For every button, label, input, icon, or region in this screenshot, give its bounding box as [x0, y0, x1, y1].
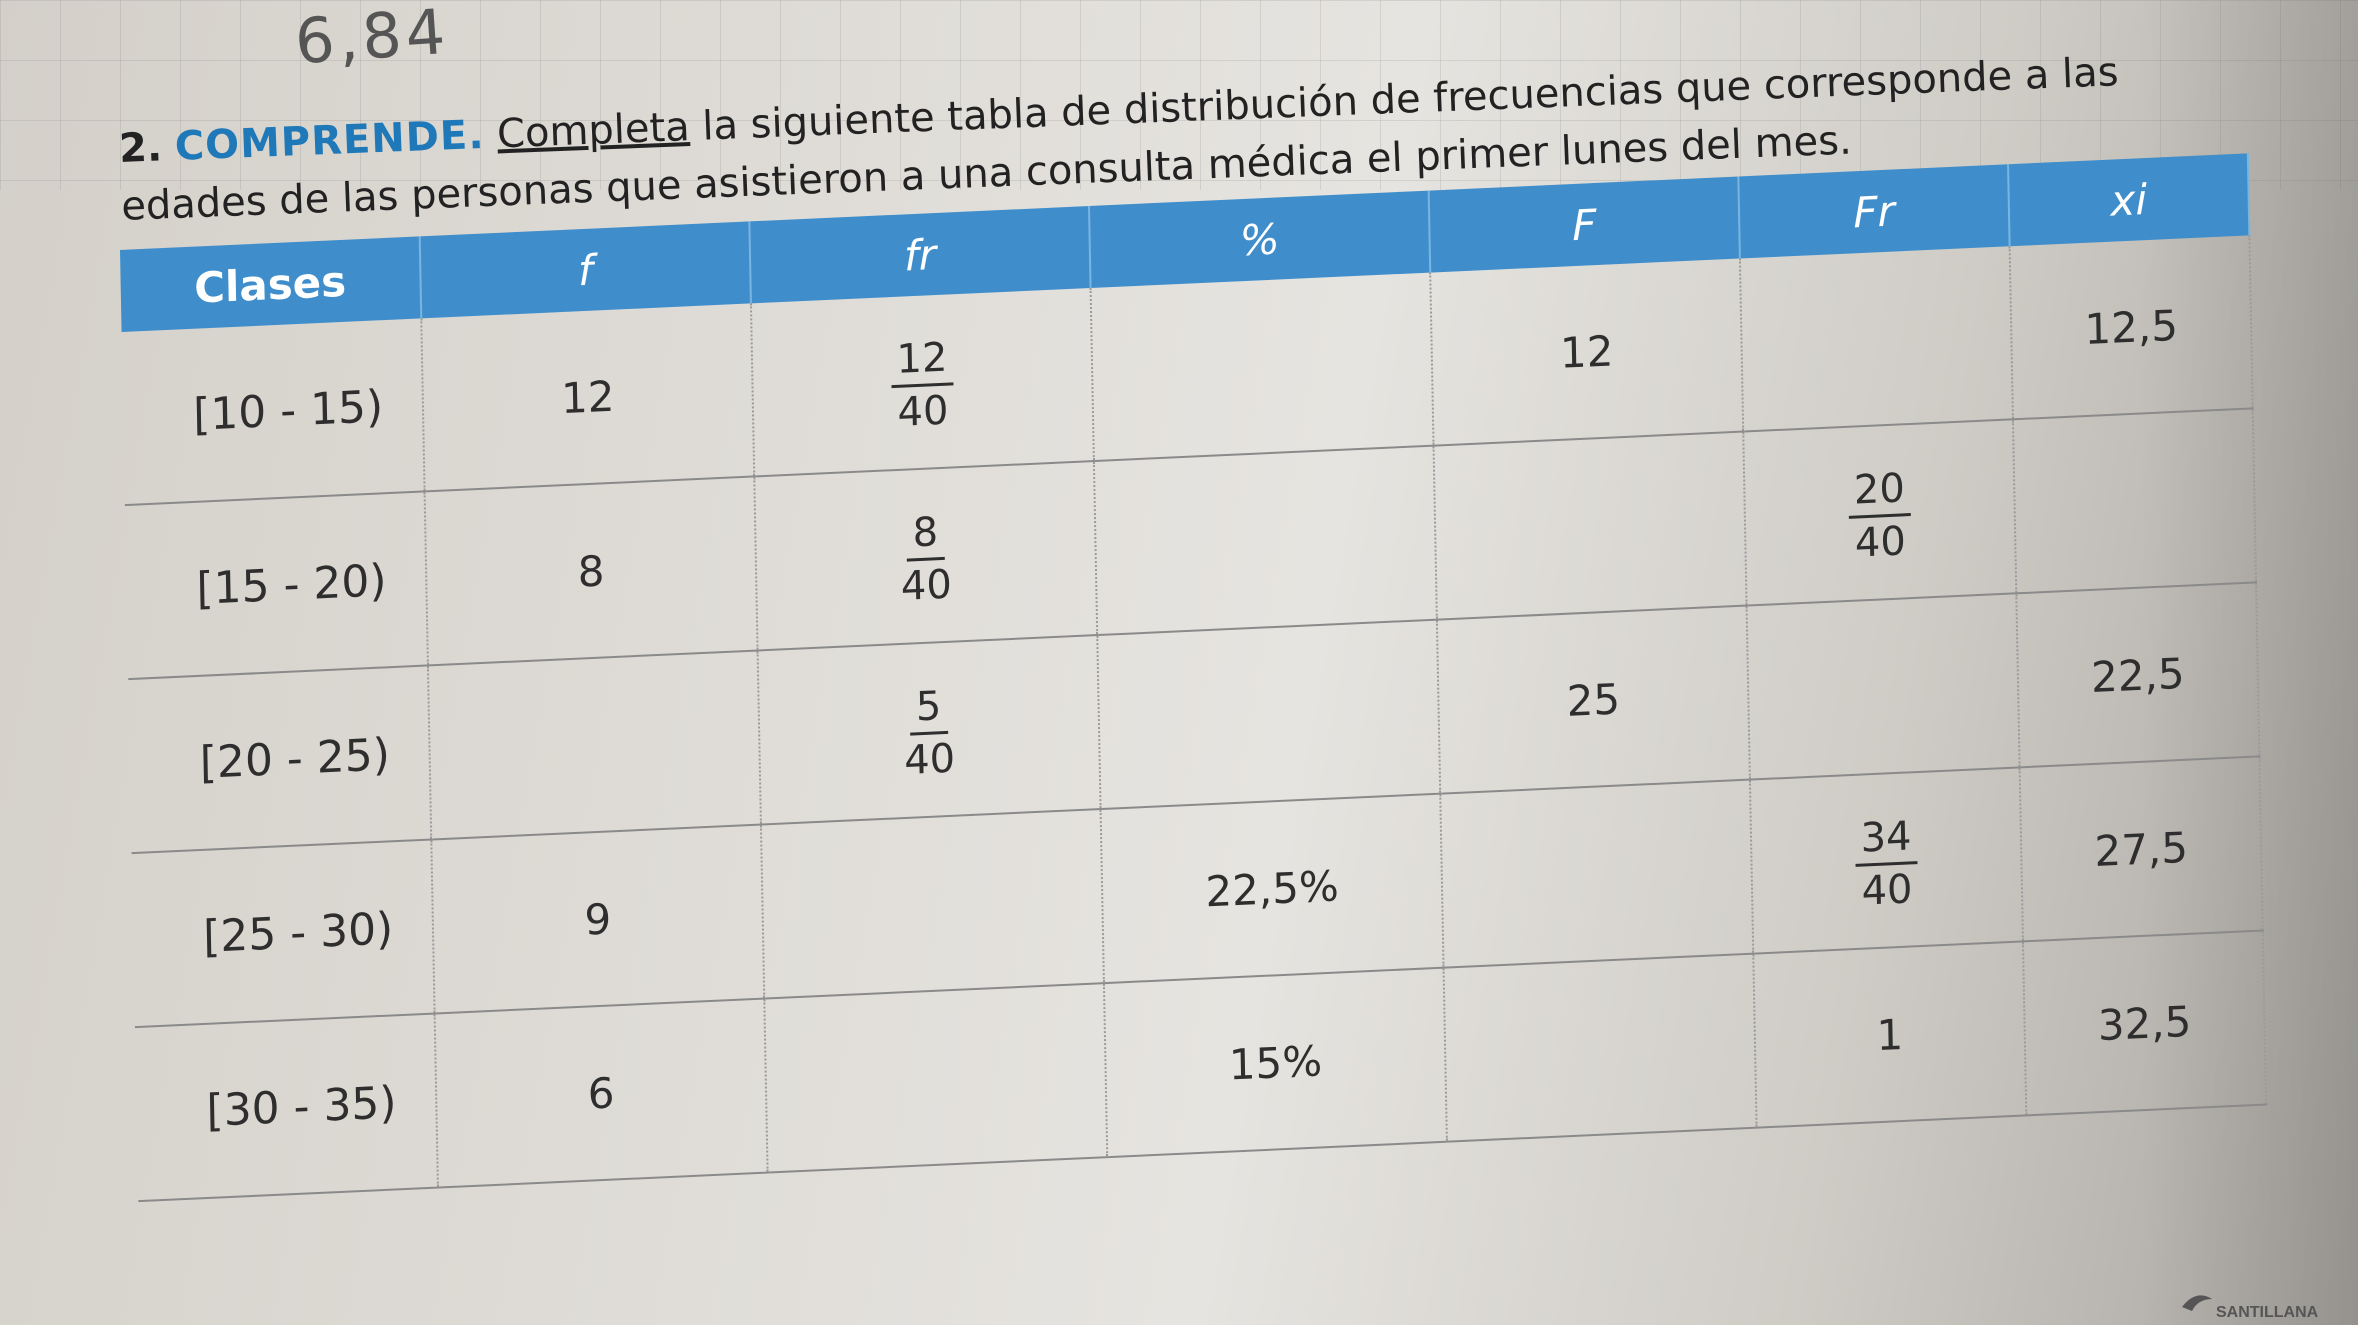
cell-f[interactable]: 9 [431, 824, 765, 1014]
fraction-denominator: 40 [1854, 517, 1907, 567]
cell-xi[interactable]: 22,5 [2016, 582, 2260, 768]
cell-fr[interactable] [764, 983, 1108, 1173]
fraction: 12 40 [890, 334, 955, 436]
cell-clase[interactable]: [25 - 30) [131, 839, 435, 1028]
cell-clase[interactable]: [20 - 25) [128, 665, 432, 854]
fraction-denominator: 40 [897, 387, 949, 436]
fraction-denominator: 40 [1861, 865, 1913, 915]
header-f: f [419, 221, 751, 319]
cell-fr[interactable]: 12 40 [750, 288, 1094, 477]
fraction: 8 40 [899, 509, 953, 610]
cell-F[interactable] [1440, 779, 1754, 968]
fraction-denominator: 40 [900, 561, 953, 610]
cell-F[interactable] [1433, 431, 1747, 620]
header-percent: % [1089, 190, 1431, 289]
cell-Fr[interactable]: 1 [1753, 941, 2027, 1128]
cell-F[interactable] [1443, 953, 1757, 1142]
cell-percent[interactable]: 15% [1103, 967, 1447, 1158]
cell-percent[interactable] [1090, 272, 1434, 462]
cell-clase[interactable]: [10 - 15) [121, 318, 425, 506]
cell-Fr[interactable] [1739, 246, 2013, 432]
header-clases: Clases [120, 236, 422, 333]
handwritten-note: 6,84 [292, 0, 452, 79]
cell-xi[interactable] [2012, 408, 2257, 594]
question-number: 2. [118, 124, 163, 172]
cell-percent[interactable] [1093, 445, 1437, 636]
fraction-numerator: 8 [906, 509, 945, 562]
fraction-numerator: 5 [909, 683, 948, 736]
cell-F[interactable]: 25 [1436, 605, 1750, 794]
cell-f[interactable]: 8 [424, 476, 758, 666]
cell-percent[interactable]: 22,5% [1100, 793, 1444, 984]
fraction: 34 40 [1854, 813, 1919, 915]
cell-clase[interactable]: [15 - 20) [124, 491, 428, 680]
header-fr: fr [749, 205, 1091, 304]
cell-xi[interactable]: 12,5 [2009, 235, 2253, 420]
fraction: 5 40 [903, 683, 956, 784]
cell-Fr[interactable]: 34 40 [1749, 767, 2023, 954]
cell-xi[interactable]: 32,5 [2022, 930, 2267, 1116]
frequency-table-container: Clases f fr % F Fr xi [10 - 15) 12 12 40 12 1… [120, 153, 2267, 1202]
cell-Fr[interactable] [1746, 593, 2020, 780]
cell-clase[interactable]: [30 - 35) [134, 1013, 438, 1202]
question-verb: Completa [496, 104, 691, 158]
cell-f[interactable]: 6 [434, 998, 768, 1188]
cell-f[interactable] [427, 650, 761, 840]
logo-text: SANTILLANA [2216, 1304, 2319, 1321]
cell-percent[interactable] [1097, 619, 1441, 810]
fraction: 20 40 [1847, 465, 1913, 567]
cell-fr[interactable]: 8 40 [754, 461, 1098, 651]
frequency-table: Clases f fr % F Fr xi [10 - 15) 12 12 40 12 1… [120, 153, 2267, 1202]
cell-fr[interactable]: 5 40 [757, 635, 1101, 825]
fraction-numerator: 34 [1854, 813, 1918, 867]
cell-Fr[interactable]: 20 40 [1743, 419, 2017, 606]
header-Fr: Fr [1738, 164, 2010, 259]
cell-F[interactable]: 12 [1430, 258, 1744, 446]
cell-f[interactable]: 12 [421, 303, 755, 492]
cell-fr[interactable] [760, 809, 1104, 999]
fraction-denominator: 40 [903, 735, 956, 784]
grid-paper-background [0, 0, 2358, 190]
fraction-numerator: 20 [1847, 465, 1912, 519]
cell-xi[interactable]: 27,5 [2019, 756, 2263, 942]
publisher-logo: SANTILLANA [2182, 1295, 2319, 1321]
fraction-numerator: 12 [890, 334, 954, 388]
header-F: F [1428, 176, 1740, 273]
header-xi: xi [2008, 153, 2250, 247]
question-tag: COMPRENDE. [173, 111, 486, 170]
